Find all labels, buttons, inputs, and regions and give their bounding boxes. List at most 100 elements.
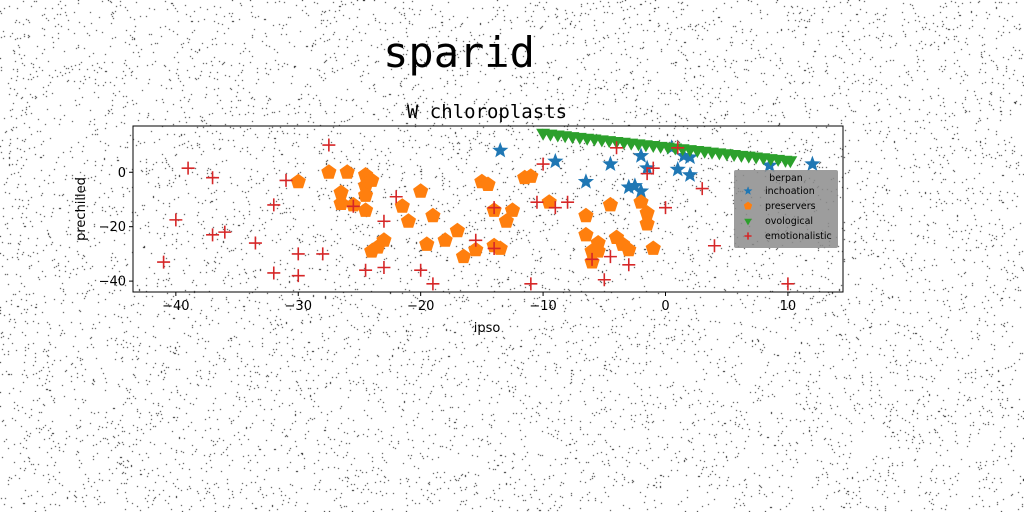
- preservers-point: [633, 194, 649, 209]
- preservers-point: [364, 172, 380, 187]
- emotionalistic-point: [346, 199, 360, 213]
- emotionalistic-point: [603, 250, 617, 264]
- legend: berpan inchoation preservers ovological emo…: [734, 170, 838, 248]
- preservers-point: [504, 202, 521, 217]
- emotionalistic-point: [322, 138, 336, 152]
- preservers-point: [578, 207, 594, 223]
- x-tick-label: −20: [407, 299, 434, 314]
- inchoation-point: [492, 141, 509, 158]
- emotionalistic-point: [291, 247, 305, 261]
- preservers-point: [400, 213, 417, 228]
- ovological-point: [783, 156, 798, 169]
- emotionalistic-point: [659, 201, 672, 215]
- emotionalistic-point: [316, 247, 330, 261]
- preservers-point: [498, 213, 514, 228]
- preservers-point: [321, 164, 337, 179]
- legend-marker-emotionalistic: [744, 232, 752, 240]
- inchoation-point: [602, 155, 619, 171]
- y-axis-label: prechilled: [74, 177, 89, 241]
- legend-marker-preservers: [743, 201, 753, 210]
- inchoation-point: [804, 155, 821, 171]
- legend-marker-ovological: [744, 218, 752, 226]
- preservers-point: [602, 196, 619, 212]
- series-emotionalistic: [157, 138, 795, 291]
- emotionalistic-point: [597, 273, 611, 287]
- inchoation-point: [632, 182, 650, 199]
- preservers-point: [621, 241, 637, 257]
- emotionalistic-point: [640, 167, 654, 181]
- emotionalistic-point: [426, 277, 440, 291]
- preservers-point: [523, 168, 539, 183]
- preservers-point: [578, 226, 594, 242]
- emotionalistic-point: [359, 263, 373, 277]
- emotionalistic-point: [561, 195, 575, 209]
- emotionalistic-point: [487, 241, 501, 255]
- inchoation-point: [620, 178, 637, 195]
- x-tick-label: 0: [661, 299, 669, 314]
- y-tick-label: 0: [118, 166, 126, 181]
- legend-label-preservers: preservers: [765, 201, 816, 212]
- emotionalistic-point: [524, 277, 538, 291]
- emotionalistic-point: [414, 263, 428, 277]
- emotionalistic-point: [548, 201, 562, 215]
- preservers-point: [394, 198, 410, 213]
- emotionalistic-point: [377, 261, 391, 275]
- series-ovological: [536, 128, 798, 169]
- emotionalistic-point: [267, 266, 281, 280]
- emotionalistic-point: [536, 157, 550, 171]
- preservers-point: [425, 207, 441, 223]
- inchoation-point: [669, 161, 686, 177]
- legend-box: [734, 170, 838, 248]
- preservers-point: [419, 236, 435, 251]
- y-tick-label: −20: [99, 220, 126, 235]
- emotionalistic-point: [469, 233, 483, 247]
- emotionalistic-point: [585, 252, 599, 266]
- emotionalistic-point: [181, 161, 195, 175]
- preservers-point: [357, 187, 374, 202]
- emotionalistic-point: [610, 141, 624, 155]
- preservers-point: [645, 240, 661, 255]
- emotionalistic-point: [248, 236, 262, 250]
- inchoation-point: [577, 173, 595, 189]
- inchoation-point: [632, 147, 650, 163]
- emotionalistic-point: [695, 182, 709, 196]
- preservers-point: [339, 164, 355, 179]
- preservers-point: [541, 194, 557, 209]
- emotionalistic-point: [389, 190, 403, 204]
- y-tick-label: −40: [99, 275, 126, 290]
- x-tick-label: −40: [162, 299, 189, 314]
- emotionalistic-point: [487, 201, 501, 215]
- inchoation-point: [681, 166, 699, 182]
- emotionalistic-point: [206, 228, 220, 242]
- legend-label-ovological: ovological: [765, 216, 813, 227]
- preservers-point: [449, 222, 466, 238]
- preservers-point: [468, 241, 484, 257]
- series-preservers: [290, 164, 661, 269]
- axis-ticks: −40 −30 −20 −10 0 10 −40 −20 0: [99, 166, 797, 314]
- emotionalistic-point: [206, 171, 220, 185]
- emotionalistic-point: [267, 198, 281, 212]
- preservers-point: [455, 248, 472, 264]
- emotionalistic-point: [218, 225, 232, 239]
- legend-label-emotionalistic: emotionalistic: [765, 231, 832, 242]
- legend-marker-inchoation: [743, 186, 753, 195]
- emotionalistic-point: [291, 269, 305, 283]
- legend-title: berpan: [769, 173, 803, 184]
- preservers-point: [639, 215, 655, 231]
- emotionalistic-point: [646, 161, 660, 175]
- preservers-point: [333, 184, 349, 200]
- emotionalistic-point: [707, 239, 721, 253]
- inchoation-point: [626, 177, 643, 193]
- x-axis-label: ipso: [474, 321, 501, 336]
- preservers-point: [333, 195, 349, 211]
- preservers-point: [590, 235, 606, 250]
- x-tick-label: −30: [285, 299, 312, 314]
- preservers-point: [590, 243, 606, 258]
- preservers-point: [639, 205, 655, 220]
- axes-frame: [132, 125, 844, 293]
- chart-marks: [157, 128, 821, 291]
- preservers-point: [437, 232, 453, 247]
- emotionalistic-point: [781, 277, 795, 291]
